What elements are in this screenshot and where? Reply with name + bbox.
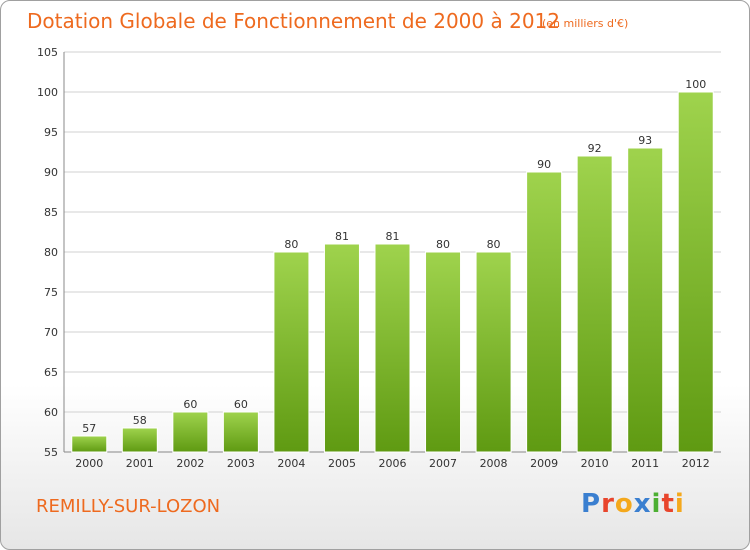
y-tick-label: 85 <box>44 206 58 219</box>
value-label: 60 <box>234 398 248 411</box>
proxiti-logo: Proxiti <box>581 489 685 519</box>
y-tick-label: 75 <box>44 286 58 299</box>
y-tick-label: 80 <box>44 246 58 259</box>
y-tick-label: 100 <box>37 86 58 99</box>
y-tick-label: 70 <box>44 326 58 339</box>
y-tick-label: 65 <box>44 366 58 379</box>
bar <box>172 411 209 453</box>
bar <box>374 243 411 453</box>
y-tick-label: 55 <box>44 446 58 459</box>
y-tick-label: 105 <box>37 46 58 59</box>
logo-letter: i <box>651 489 662 519</box>
chart-unit: (en milliers d'€) <box>542 17 629 30</box>
bar <box>71 435 108 453</box>
x-tick-label: 2011 <box>631 457 659 470</box>
commune-name: REMILLY-SUR-LOZON <box>36 496 221 517</box>
x-tick-label: 2000 <box>75 457 103 470</box>
logo-letter: t <box>661 489 675 519</box>
logo-letter: o <box>614 489 634 519</box>
value-label: 100 <box>685 78 706 91</box>
chart-title: Dotation Globale de Fonctionnement de 20… <box>27 9 560 33</box>
bar <box>425 251 462 453</box>
y-tick-label: 60 <box>44 406 58 419</box>
x-tick-label: 2012 <box>682 457 710 470</box>
value-label: 58 <box>133 414 147 427</box>
value-label: 93 <box>638 134 652 147</box>
bar <box>273 251 310 453</box>
logo-letter: r <box>601 489 615 519</box>
bar <box>121 427 158 453</box>
logo-letter: P <box>581 489 602 519</box>
y-tick-label: 95 <box>44 126 58 139</box>
x-tick-label: 2004 <box>277 457 305 470</box>
bar <box>222 411 259 453</box>
x-tick-label: 2005 <box>328 457 356 470</box>
value-label: 81 <box>335 230 349 243</box>
value-label: 92 <box>588 142 602 155</box>
x-tick-label: 2008 <box>480 457 508 470</box>
value-label: 80 <box>436 238 450 251</box>
bar <box>677 91 714 453</box>
bar <box>526 171 563 453</box>
x-tick-label: 2002 <box>176 457 204 470</box>
y-tick-label: 90 <box>44 166 58 179</box>
x-tick-label: 2010 <box>581 457 609 470</box>
bar <box>323 243 360 453</box>
value-label: 90 <box>537 158 551 171</box>
x-tick-label: 2007 <box>429 457 457 470</box>
logo-letter: i <box>674 489 685 519</box>
bar <box>576 155 613 453</box>
value-label: 80 <box>284 238 298 251</box>
bar <box>475 251 512 453</box>
value-label: 81 <box>386 230 400 243</box>
value-label: 57 <box>82 422 96 435</box>
value-label: 80 <box>487 238 501 251</box>
x-tick-label: 2006 <box>379 457 407 470</box>
x-tick-label: 2009 <box>530 457 558 470</box>
x-tick-label: 2001 <box>126 457 154 470</box>
bar <box>627 147 664 453</box>
x-tick-label: 2003 <box>227 457 255 470</box>
logo-letter: x <box>633 489 652 519</box>
value-label: 60 <box>183 398 197 411</box>
